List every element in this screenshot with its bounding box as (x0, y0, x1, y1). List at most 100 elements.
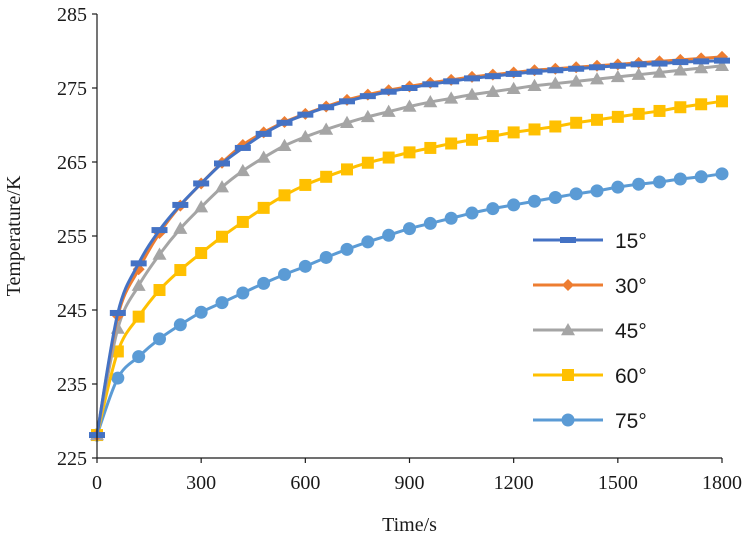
data-point (318, 104, 335, 111)
data-point (715, 167, 729, 181)
data-point (153, 284, 166, 297)
legend-label: 45° (615, 320, 647, 343)
data-point (672, 59, 689, 66)
data-point (278, 189, 291, 202)
data-point (507, 126, 520, 139)
data-point (194, 305, 208, 319)
series-layer (89, 50, 730, 442)
data-point (528, 194, 541, 208)
legend-label: 30° (615, 275, 647, 298)
data-point (111, 345, 124, 358)
y-tick-label: 245 (57, 300, 87, 322)
legend-marker (562, 369, 574, 381)
legend-marker (562, 279, 574, 291)
data-point (236, 215, 249, 228)
data-point (611, 110, 624, 123)
data-point (423, 216, 437, 230)
data-point (484, 73, 501, 80)
data-point (215, 180, 229, 193)
x-tick-label: 1200 (494, 472, 534, 494)
data-point (527, 78, 542, 92)
y-axis-title: Temperature/K (3, 175, 25, 296)
data-point (380, 88, 397, 95)
data-point (443, 78, 460, 85)
data-point (278, 267, 291, 281)
data-point (111, 371, 125, 385)
data-point (195, 247, 208, 260)
data-point (631, 67, 646, 80)
data-point (257, 276, 271, 290)
y-tick-label: 285 (57, 4, 87, 26)
data-point (297, 111, 314, 118)
data-point (547, 67, 564, 74)
data-point (234, 144, 251, 151)
x-tick-label: 900 (395, 472, 425, 494)
data-point (466, 133, 478, 146)
y-tick-label: 225 (57, 448, 87, 470)
data-point (381, 104, 396, 117)
data-point (299, 178, 312, 191)
data-point (361, 156, 374, 169)
series-4 (91, 95, 728, 442)
data-point (528, 123, 541, 136)
y-tick-label: 255 (57, 226, 87, 248)
data-point (151, 227, 168, 234)
data-point (464, 75, 480, 82)
data-point (673, 63, 688, 76)
legend-label: 60° (615, 365, 647, 388)
x-tick-label: 0 (92, 472, 102, 494)
y-tick-label: 275 (57, 78, 87, 100)
data-point (445, 137, 458, 150)
data-point (340, 115, 354, 129)
legend-item: 45° (533, 320, 647, 343)
data-point (548, 191, 562, 205)
data-point (319, 250, 333, 264)
data-point (174, 264, 187, 277)
data-point (235, 163, 250, 177)
data-point (651, 60, 668, 67)
data-point (193, 180, 210, 187)
data-point (277, 138, 292, 151)
data-point (153, 332, 166, 346)
data-point (485, 84, 500, 97)
data-point (444, 211, 458, 225)
data-point (569, 187, 583, 201)
data-point (403, 146, 416, 159)
data-point (715, 58, 729, 72)
y-tick-label: 265 (57, 152, 87, 174)
data-point (256, 150, 271, 163)
legend: 15° 30° 45° 60° 75° (533, 230, 647, 433)
data-point (674, 101, 687, 114)
data-point (569, 74, 584, 87)
data-point (673, 172, 687, 186)
data-point (214, 160, 230, 167)
data-point (632, 177, 646, 191)
data-point (590, 184, 604, 198)
data-point (132, 310, 145, 323)
tick-labels: 225 235 245 255 265 275 285 0 300 600 900 1200 1500 1… (57, 4, 742, 494)
data-point (548, 76, 563, 89)
data-point (590, 72, 604, 85)
data-point (130, 260, 147, 267)
data-point (653, 175, 666, 189)
data-point (694, 170, 708, 184)
data-point (630, 61, 647, 68)
legend-label: 75° (615, 410, 647, 433)
data-point (152, 247, 167, 260)
legend-marker (561, 413, 575, 427)
axes (92, 13, 723, 463)
legend-item: 30° (533, 275, 647, 298)
data-point (693, 58, 710, 65)
data-point (255, 130, 272, 137)
data-point (276, 119, 293, 126)
data-point (507, 198, 521, 212)
data-point (506, 81, 521, 94)
data-point (695, 98, 708, 111)
data-point (694, 61, 709, 74)
data-point (716, 95, 728, 108)
data-point (257, 201, 270, 214)
data-point (505, 70, 522, 77)
data-point (549, 120, 562, 133)
data-point (216, 230, 228, 243)
